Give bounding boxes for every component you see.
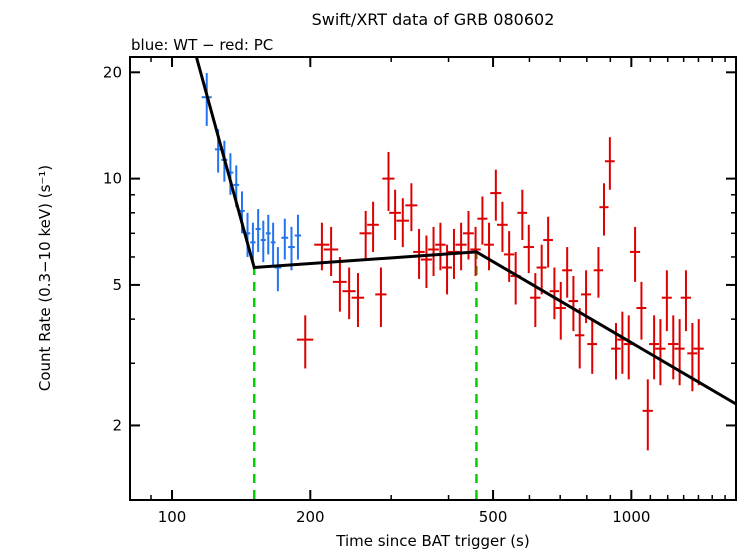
data-point-pc xyxy=(396,198,409,248)
chart-subtitle-legend: blue: WT − red: PC xyxy=(131,36,273,54)
data-point-pc xyxy=(623,315,634,380)
data-point-pc xyxy=(323,226,339,276)
data-point-pc xyxy=(503,231,515,282)
x-tick-label: 100 xyxy=(158,508,187,526)
data-point-pc xyxy=(593,247,604,298)
x-tick-label: 200 xyxy=(296,508,325,526)
data-point-pc xyxy=(587,319,598,374)
data-point-pc xyxy=(543,216,553,268)
data-point-pc xyxy=(497,201,508,252)
fit-model-line xyxy=(194,56,737,406)
data-point-pc xyxy=(575,308,585,369)
break-lines-layer xyxy=(252,251,478,499)
chart-title: Swift/XRT data of GRB 080602 xyxy=(312,10,555,29)
data-point-pc xyxy=(332,256,347,312)
data-point-pc xyxy=(636,281,647,340)
data-point-pc xyxy=(530,273,541,328)
data-point-pc xyxy=(477,196,488,245)
x-tick-label: 500 xyxy=(479,508,508,526)
data-point-wt xyxy=(281,218,289,260)
data-point-pc xyxy=(693,319,704,386)
data-point-pc xyxy=(581,270,592,324)
data-point-pc xyxy=(604,137,615,190)
data-point-pc xyxy=(629,226,641,282)
data-point-pc xyxy=(661,270,672,332)
data-point-pc xyxy=(555,281,566,340)
data-point-pc xyxy=(655,319,666,386)
y-tick-label: 5 xyxy=(112,276,122,294)
data-point-pc xyxy=(359,210,372,260)
data-point-wt xyxy=(274,247,282,292)
data-point-pc xyxy=(536,244,547,295)
y-tick-label: 10 xyxy=(103,170,122,188)
data-point-pc xyxy=(375,267,387,328)
data-point-pc xyxy=(342,267,356,320)
data-point-wt xyxy=(260,220,266,263)
data-point-wt xyxy=(294,214,302,260)
y-tick-label: 2 xyxy=(112,416,122,434)
data-point-wt xyxy=(288,226,295,271)
axes-layer: 100 200 500 1000 2 5 10 20 xyxy=(103,56,737,526)
data-point-pc xyxy=(523,224,535,274)
data-point-wt xyxy=(255,209,261,252)
data-point-pc xyxy=(296,315,314,369)
data-point-pc xyxy=(617,311,628,374)
data-point-pc xyxy=(517,189,528,241)
y-tick-label: 20 xyxy=(103,63,122,81)
data-points-layer xyxy=(201,73,704,451)
series-pc xyxy=(296,137,704,451)
y-axis-label: Count Rate (0.3−10 keV) (s⁻¹) xyxy=(36,165,54,391)
data-point-wt xyxy=(270,222,276,265)
data-point-pc xyxy=(435,222,446,271)
data-point-pc xyxy=(382,151,395,211)
data-point-pc xyxy=(568,275,579,332)
fit-line-layer xyxy=(194,56,737,406)
data-point-pc xyxy=(351,273,365,328)
data-point-pc xyxy=(484,222,494,271)
data-point-pc xyxy=(455,222,467,271)
data-point-pc xyxy=(405,183,418,232)
data-point-pc xyxy=(562,247,573,298)
data-point-pc xyxy=(599,183,609,236)
data-point-pc xyxy=(674,319,685,386)
data-point-pc xyxy=(490,169,502,221)
data-point-pc xyxy=(642,379,653,451)
data-point-pc xyxy=(549,267,560,320)
data-point-pc xyxy=(367,201,379,252)
plot-frame xyxy=(129,56,737,501)
data-point-pc xyxy=(389,189,401,241)
data-point-pc xyxy=(413,228,425,279)
x-tick-label: 1000 xyxy=(612,508,650,526)
data-point-pc xyxy=(680,270,692,332)
data-point-wt xyxy=(265,214,271,255)
data-point-pc xyxy=(420,235,432,289)
data-point-pc xyxy=(649,315,660,380)
x-axis-label: Time since BAT trigger (s) xyxy=(335,532,529,550)
data-point-pc xyxy=(428,226,439,276)
